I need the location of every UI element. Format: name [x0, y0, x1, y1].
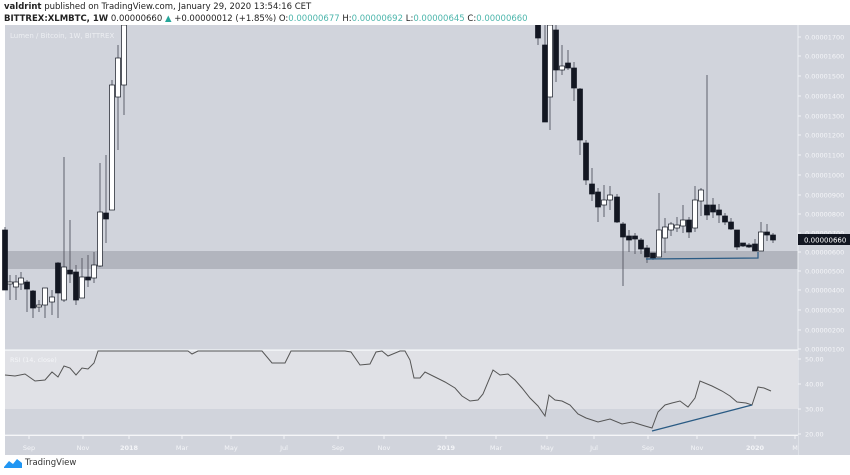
svg-text:0.00000300: 0.00000300	[805, 307, 844, 315]
close-label: C:	[467, 14, 477, 24]
support-zone	[5, 251, 798, 269]
close-value: 0.00000660	[476, 14, 528, 24]
svg-text:0.00001400: 0.00001400	[805, 93, 844, 101]
svg-text:0.00000600: 0.00000600	[805, 249, 844, 257]
svg-text:0.00001500: 0.00001500	[805, 73, 844, 81]
tradingview-logo[interactable]: TradingView	[4, 458, 76, 468]
current-price-label: 0.00000660	[804, 237, 846, 245]
svg-text:0.00001300: 0.00001300	[805, 113, 844, 121]
svg-text:0.00000700: 0.00000700	[805, 230, 844, 238]
rsi-line	[4, 350, 772, 429]
publish-info: valdrint published on TradingView.com, J…	[4, 2, 311, 12]
svg-text:0.00000200: 0.00000200	[805, 327, 844, 335]
tradingview-logo-icon	[4, 459, 22, 468]
svg-text:Nov: Nov	[378, 444, 391, 452]
svg-text:Sep: Sep	[332, 444, 344, 452]
svg-text:Nov: Nov	[691, 444, 704, 452]
svg-text:May: May	[224, 444, 238, 452]
svg-text:Nov: Nov	[77, 444, 90, 452]
time-axis[interactable]	[5, 436, 798, 455]
svg-text:2019: 2019	[437, 444, 456, 452]
svg-text:0.00001200: 0.00001200	[805, 132, 844, 140]
svg-text:40.00: 40.00	[805, 381, 824, 389]
svg-text:0.00000100: 0.00000100	[805, 346, 844, 354]
price-axis-labels: 0.00001700 0.00001600 0.00001500 0.00001400…	[798, 34, 844, 354]
svg-text:May: May	[540, 444, 554, 452]
svg-text:0.00001600: 0.00001600	[805, 53, 844, 61]
chart-legend: Lumen / Bitcoin, 1W, BITTREX	[10, 32, 114, 40]
svg-text:20.00: 20.00	[805, 431, 824, 439]
svg-text:Sep: Sep	[23, 444, 35, 452]
rsi-legend: RSI (14, close)	[10, 356, 57, 364]
high-value: 0.00000692	[351, 14, 403, 24]
rsi-band	[5, 351, 798, 409]
time-axis-labels: Sep Nov 2018 Mar May Jul Sep Nov 2019 Mar May Jul Se…	[23, 436, 798, 452]
open-value: 0.00000677	[288, 14, 340, 24]
svg-text:Mar: Mar	[490, 444, 503, 452]
svg-text:Jul: Jul	[279, 444, 288, 452]
low-label: L:	[405, 14, 414, 24]
up-arrow-icon: ▲	[164, 14, 172, 24]
svg-text:2020: 2020	[746, 444, 765, 452]
svg-text:30.00: 30.00	[805, 406, 824, 414]
support-line	[645, 252, 759, 260]
svg-text:Sep: Sep	[642, 444, 654, 452]
svg-text:50.00: 50.00	[805, 356, 824, 364]
last-price: 0.00000660	[110, 14, 163, 24]
published-text: published on TradingView.com, January 29…	[41, 2, 312, 12]
symbol-label: BITTREX:XLMBTC, 1W	[4, 14, 109, 24]
svg-text:2018: 2018	[120, 444, 139, 452]
rsi-axis-labels: 50.00 40.00 30.00 20.00	[798, 356, 824, 439]
svg-text:0.00001000: 0.00001000	[805, 172, 844, 180]
svg-text:0.00000900: 0.00000900	[805, 192, 844, 200]
svg-text:Jul: Jul	[589, 444, 598, 452]
low-value: 0.00000645	[413, 14, 465, 24]
rsi-divergence-line	[651, 404, 753, 432]
svg-text:Mar: Mar	[176, 444, 189, 452]
svg-text:0.00000500: 0.00000500	[805, 268, 844, 276]
chart-canvas[interactable]: 0.00001700 0.00001600 0.00001500 0.00001400…	[0, 25, 850, 455]
svg-text:0.00001100: 0.00001100	[805, 152, 844, 160]
author-name[interactable]: valdrint	[4, 2, 42, 12]
svg-text:0.00000800: 0.00000800	[805, 211, 844, 219]
svg-text:0.00001700: 0.00001700	[805, 34, 844, 42]
svg-text:M: M	[792, 444, 798, 452]
price-change: +0.00000012 (+1.85%)	[174, 14, 277, 24]
price-pane[interactable]	[5, 25, 798, 350]
candlestick-series	[2, 25, 776, 318]
high-label: H:	[342, 14, 352, 24]
symbol-info-bar: BITTREX:XLMBTC, 1W 0.00000660 ▲ +0.00000…	[4, 14, 528, 24]
current-price-tag	[798, 234, 850, 245]
tradingview-brand: TradingView	[25, 458, 77, 468]
svg-text:0.00000400: 0.00000400	[805, 287, 844, 295]
open-label: O:	[278, 14, 289, 24]
